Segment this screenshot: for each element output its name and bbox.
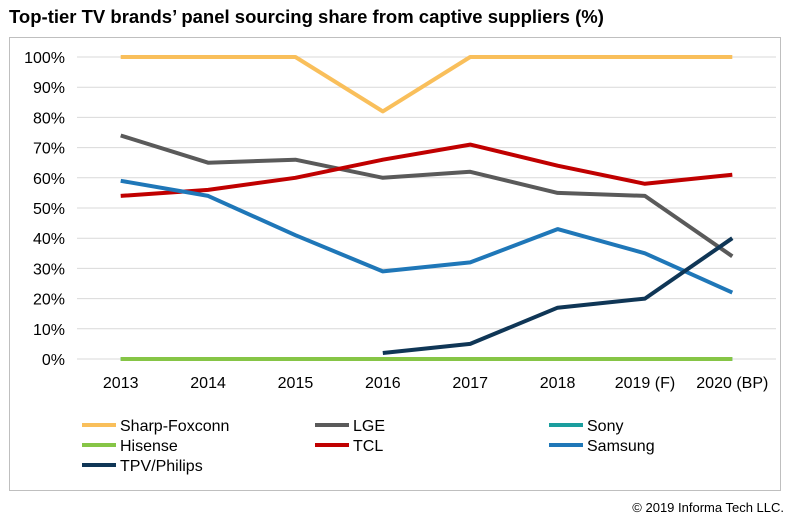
chart-title: Top-tier TV brands’ panel sourcing share… [9,6,604,27]
legend-label-samsung: Samsung [587,438,655,455]
y-tick-label: 30% [33,261,65,278]
x-tick-label: 2016 [365,375,401,392]
series-line-tpv-philips [382,236,734,355]
series-line-sharp-foxconn [120,55,733,114]
series-line-lge [120,133,734,258]
x-tick-label: 2014 [190,375,226,392]
x-tick-label: 2020 (BP) [696,375,768,392]
legend-label-hisense: Hisense [120,438,178,455]
x-tick-label: 2013 [103,375,139,392]
y-tick-label: 40% [33,231,65,248]
series-line-samsung [120,178,734,295]
x-tick-label: 2019 (F) [615,375,675,392]
y-tick-label: 0% [42,352,65,369]
y-tick-label: 20% [33,292,65,309]
series-lines [120,55,734,361]
series-line-tcl [120,142,733,198]
gridlines [77,56,776,360]
legend: Sharp-Foxconn LGE Sony Hisense TCL Samsung TPV… [82,418,655,475]
chart-frame [9,37,781,491]
legend-label-sharp-foxconn: Sharp-Foxconn [120,418,229,435]
x-tick-label: 2017 [452,375,488,392]
legend-label-sony: Sony [587,418,623,435]
x-tick-label: 2018 [540,375,576,392]
x-tick-label: 2015 [278,375,314,392]
legend-label-lge: LGE [353,418,385,435]
y-tick-label: 100% [24,50,65,67]
legend-label-tpv-philips: TPV/Philips [120,458,203,475]
legend-label-tcl: TCL [353,438,383,455]
y-tick-label: 10% [33,322,65,339]
y-tick-label: 50% [33,201,65,218]
y-axis-tick-labels: 0% 10% 20% 30% 40% 50% 60% 70% 80% 90% 100% [24,50,65,369]
y-tick-label: 60% [33,171,65,188]
copyright-footer: © 2019 Informa Tech LLC. [632,500,784,515]
x-axis-tick-labels: 2013 2014 2015 2016 2017 2018 2019 (F) 2020 (BP… [103,375,768,392]
y-tick-label: 80% [33,110,65,127]
y-tick-label: 90% [33,80,65,97]
y-tick-label: 70% [33,141,65,158]
